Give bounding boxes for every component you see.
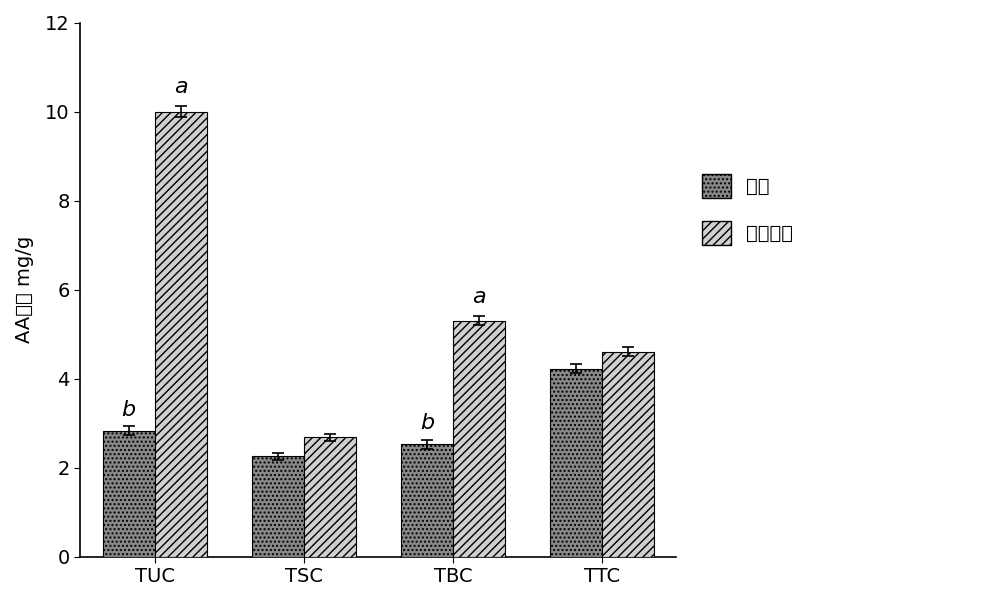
Bar	[252, 456, 304, 557]
Bar	[103, 431, 155, 557]
Text: b: b	[122, 400, 136, 419]
Bar	[155, 112, 207, 557]
Bar	[401, 444, 453, 557]
Bar	[602, 352, 654, 557]
Bar	[304, 438, 356, 557]
Y-axis label: AA含量 mg/g: AA含量 mg/g	[15, 236, 34, 343]
Bar	[550, 369, 602, 557]
Text: b: b	[420, 413, 434, 433]
Text: a: a	[174, 78, 188, 97]
Bar	[453, 321, 505, 557]
Legend: 对照, 康宁木霊: 对照, 康宁木霊	[692, 164, 803, 255]
Text: a: a	[472, 287, 486, 307]
